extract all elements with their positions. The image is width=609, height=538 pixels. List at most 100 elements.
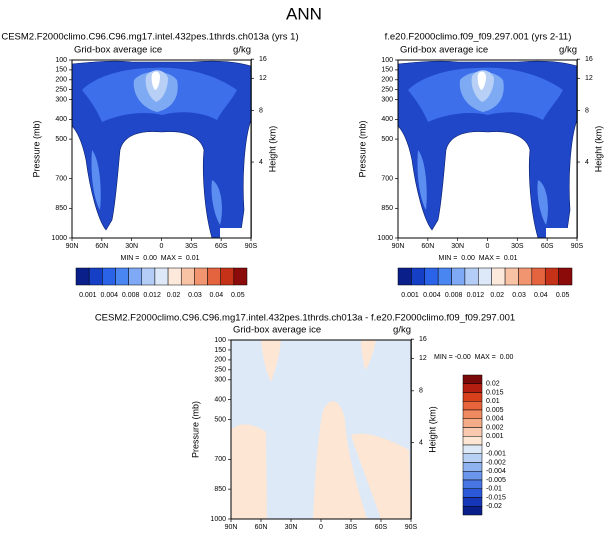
colorbar-label: 0 bbox=[486, 442, 490, 449]
x-tick-label: 60N bbox=[421, 243, 434, 250]
colorbar-label: 0.001 bbox=[486, 433, 504, 440]
colorbar-box bbox=[462, 418, 483, 428]
colorbar-box bbox=[141, 267, 156, 286]
y-tick-label: 150 bbox=[381, 67, 393, 74]
colorbar-box bbox=[424, 267, 439, 286]
y-tick-label: 400 bbox=[55, 116, 67, 123]
colorbar-box bbox=[462, 374, 483, 384]
x-tick-label: 0 bbox=[160, 243, 164, 250]
colorbar-label: 0.05 bbox=[231, 292, 245, 299]
colorbar-label: 0.005 bbox=[486, 407, 504, 414]
colorbar-box bbox=[462, 444, 483, 454]
y-tick-label: 500 bbox=[214, 416, 226, 423]
colorbar-box bbox=[462, 409, 483, 419]
x-tick-label: 60N bbox=[95, 243, 108, 250]
colorbar-box bbox=[115, 267, 129, 286]
y2-tick-label: 4 bbox=[259, 159, 263, 166]
colorbar-box bbox=[167, 267, 182, 286]
panel-title: CESM2.F2000climo.C96.C96.mg17.intel.432p… bbox=[95, 313, 515, 324]
y-tick-label: 100 bbox=[214, 337, 226, 344]
colorbar-label: 0.03 bbox=[512, 292, 526, 299]
colorbar-box bbox=[102, 267, 116, 286]
panel-title: CESM2.F2000climo.C96.C96.mg17.intel.432p… bbox=[1, 32, 298, 43]
y2-tick-label: 16 bbox=[259, 56, 267, 63]
colorbar-box bbox=[462, 497, 483, 507]
colorbar-label: 0.02 bbox=[167, 292, 181, 299]
y-tick-label: 100 bbox=[55, 57, 67, 64]
colorbar-box bbox=[544, 267, 559, 286]
y2-tick-label: 16 bbox=[419, 336, 427, 343]
x-tick-label: 60N bbox=[255, 524, 268, 531]
y2-tick-label: 16 bbox=[585, 56, 593, 63]
colorbar-box bbox=[518, 267, 533, 286]
colorbar-box bbox=[462, 427, 483, 437]
y-tick-label: 200 bbox=[381, 77, 393, 84]
panel-subtitle: Grid-box average ice bbox=[400, 45, 488, 56]
colorbar-label: 0.001 bbox=[401, 292, 419, 299]
y2-tick-label: 12 bbox=[585, 75, 593, 82]
y-axis-label: Pressure (mb) bbox=[190, 401, 200, 458]
colorbar-box bbox=[154, 267, 169, 286]
colorbar-label: -0.02 bbox=[486, 503, 502, 510]
units: g/kg bbox=[559, 45, 577, 56]
y2-tick-label: 8 bbox=[259, 107, 263, 114]
colorbar-box bbox=[180, 267, 195, 286]
y-axis-label: Pressure (mb) bbox=[31, 120, 41, 177]
colorbar-label: 0.012 bbox=[143, 292, 161, 299]
colorbar-label: -0.015 bbox=[486, 494, 506, 501]
panel-subtitle: Grid-box average ice bbox=[74, 45, 162, 56]
x-tick-label: 90S bbox=[245, 243, 258, 250]
x-tick-label: 30N bbox=[451, 243, 464, 250]
units: g/kg bbox=[393, 325, 411, 336]
stats: MIN = 0.00 MAX = 0.01 bbox=[439, 255, 518, 262]
colorbar-box bbox=[75, 267, 90, 286]
y-tick-label: 700 bbox=[55, 176, 67, 183]
colorbar-label: 0.04 bbox=[210, 292, 224, 299]
x-tick-label: 90N bbox=[66, 243, 79, 250]
colorbar-box bbox=[233, 267, 248, 286]
colorbar-box bbox=[397, 267, 412, 286]
y-tick-label: 400 bbox=[381, 116, 393, 123]
y-tick-label: 100 bbox=[381, 57, 393, 64]
y-tick-label: 200 bbox=[55, 77, 67, 84]
colorbar-label: 0.004 bbox=[423, 292, 441, 299]
y2-axis-label: Height (km) bbox=[267, 126, 277, 173]
y2-tick-label: 4 bbox=[585, 159, 589, 166]
colorbar-box bbox=[504, 267, 519, 286]
colorbar-box bbox=[207, 267, 221, 286]
colorbar-label: -0.01 bbox=[486, 486, 502, 493]
colorbar-box bbox=[464, 267, 479, 286]
colorbar-box bbox=[128, 267, 143, 286]
colorbar-label: 0.012 bbox=[467, 292, 485, 299]
colorbar-box bbox=[462, 479, 483, 489]
y-tick-label: 500 bbox=[55, 136, 67, 143]
panel-subtitle: Grid-box average ice bbox=[233, 325, 321, 336]
y2-tick-label: 8 bbox=[585, 107, 589, 114]
y-tick-label: 400 bbox=[214, 397, 226, 404]
y-tick-label: 850 bbox=[214, 486, 226, 493]
x-tick-label: 30S bbox=[511, 243, 524, 250]
colorbar-label: 0.02 bbox=[490, 292, 504, 299]
y-axis-label: Pressure (mb) bbox=[357, 120, 367, 177]
colorbar-box bbox=[531, 267, 546, 286]
colorbar-label: -0.001 bbox=[486, 451, 506, 458]
x-tick-label: 30S bbox=[185, 243, 198, 250]
colorbar-label: -0.002 bbox=[486, 459, 506, 466]
x-tick-label: 90N bbox=[225, 524, 238, 531]
colorbar-label: 0.05 bbox=[556, 292, 570, 299]
y-tick-label: 1000 bbox=[377, 235, 393, 242]
y2-tick-label: 8 bbox=[419, 388, 423, 395]
units: g/kg bbox=[233, 45, 251, 56]
y-tick-label: 300 bbox=[381, 96, 393, 103]
colorbar-box bbox=[220, 267, 235, 286]
colorbar-box bbox=[558, 267, 573, 286]
colorbar-box bbox=[462, 383, 483, 393]
stats: MIN = -0.00 MAX = 0.00 bbox=[434, 354, 513, 361]
colorbar-box bbox=[88, 267, 103, 286]
colorbar-box bbox=[462, 401, 483, 411]
colorbar-label: 0.008 bbox=[122, 292, 140, 299]
x-tick-label: 90S bbox=[571, 243, 584, 250]
contour-field bbox=[231, 340, 411, 519]
y-tick-label: 150 bbox=[55, 67, 67, 74]
